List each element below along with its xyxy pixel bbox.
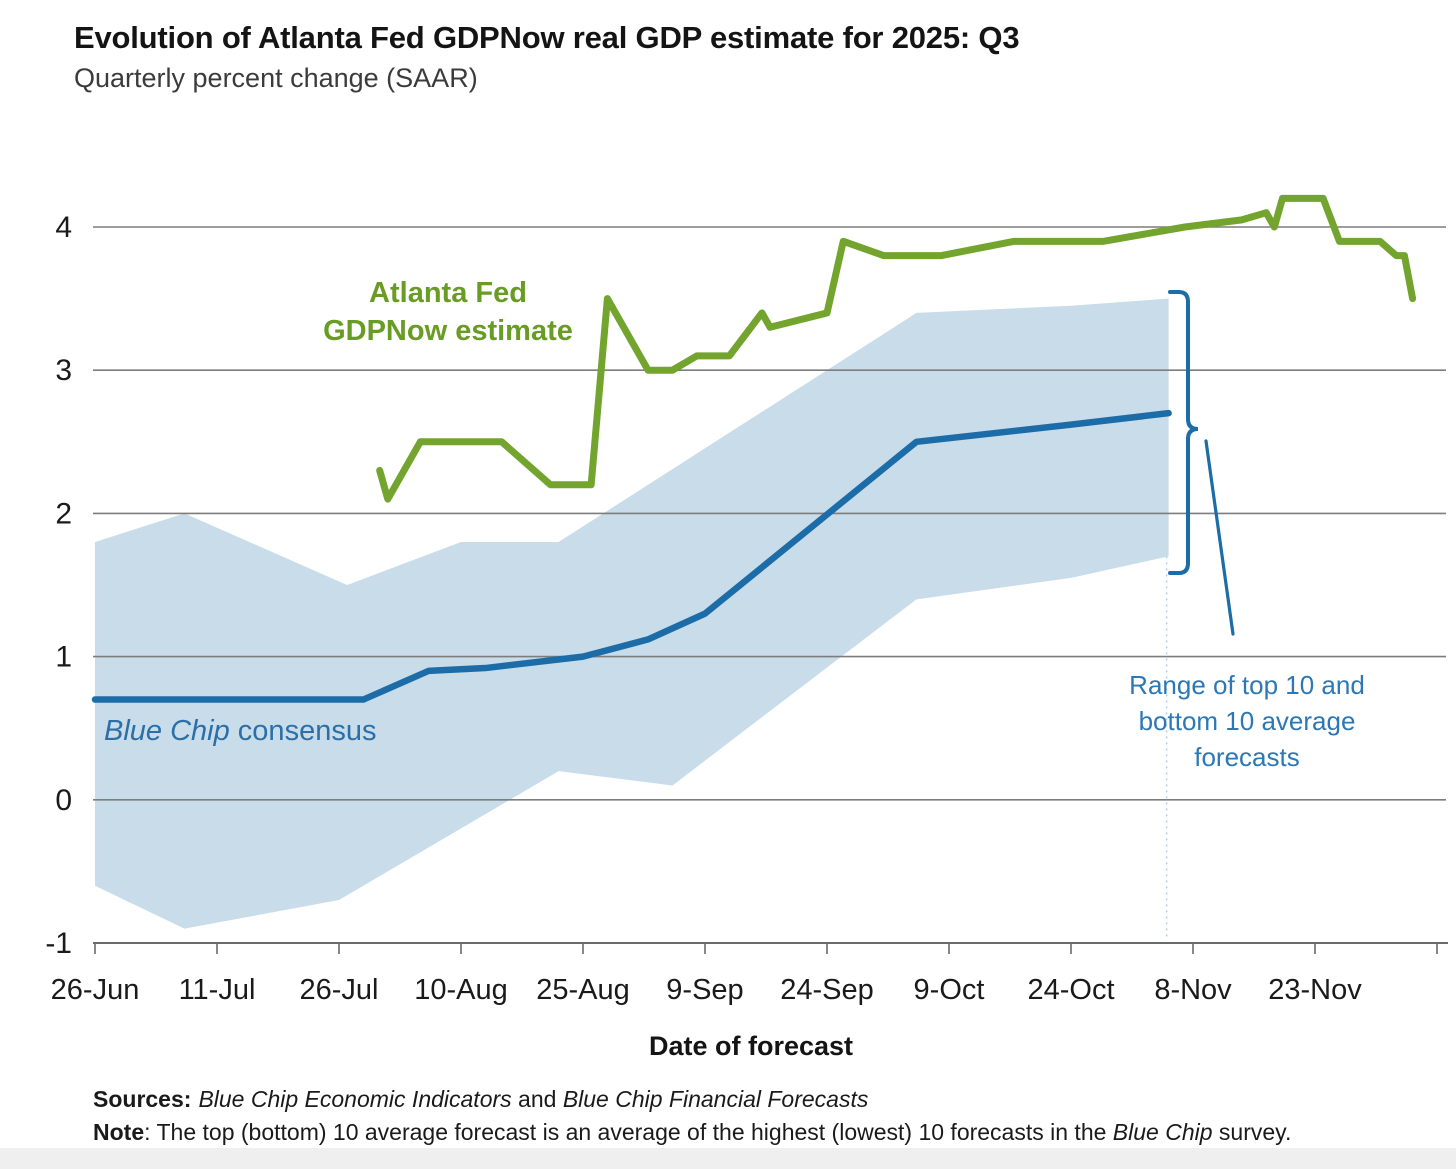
consensus-series-label: Blue Chip consensus (104, 715, 376, 748)
x-tick-label: 9-Oct (914, 974, 985, 1006)
y-tick-label: 4 (55, 211, 72, 244)
x-tick-label: 24-Oct (1027, 974, 1114, 1006)
y-tick-label: -1 (45, 927, 72, 960)
range-pointer-line (1204, 439, 1235, 636)
x-tick-label: 25-Aug (536, 974, 630, 1006)
x-tick-label: 26-Jun (51, 974, 140, 1006)
x-tick-label: 11-Jul (179, 974, 256, 1006)
x-tick-label: 10-Aug (414, 974, 508, 1006)
consensus-line (91, 409, 1172, 703)
range-annotation-line1: Range of top 10 and (1129, 670, 1365, 700)
y-tick-label: 1 (55, 641, 72, 674)
gdpnow-line (376, 194, 1417, 503)
sources-italic-1: Blue Chip Economic Indicators (198, 1086, 512, 1112)
forecast-range-band (95, 298, 1169, 929)
x-tick-label: 9-Sep (666, 974, 743, 1006)
sources-line: Sources: Blue Chip Economic Indicators an… (93, 1086, 868, 1113)
gdpnow-series-label-line1: Atlanta Fed (369, 277, 527, 309)
sources-italic-2: Blue Chip Financial Forecasts (562, 1086, 869, 1112)
consensus-label-italic: Blue Chip (104, 715, 230, 747)
consensus-label-rest: consensus (229, 715, 377, 747)
y-tick-label: 3 (55, 354, 72, 387)
chart-title: Evolution of Atlanta Fed GDPNow real GDP… (74, 20, 1020, 55)
x-tick-label: 24-Sep (780, 974, 874, 1006)
x-axis-title: Date of forecast (648, 1031, 854, 1061)
x-tick-label: 26-Jul (300, 974, 379, 1006)
note-pre: : The top (bottom) 10 average forecast i… (144, 1119, 1113, 1145)
sources-label: Sources: (93, 1086, 192, 1112)
note-italic: Blue Chip (1112, 1119, 1213, 1145)
y-tick-label: 2 (55, 497, 72, 530)
range-annotation-line2: bottom 10 average (1138, 706, 1356, 736)
note-label: Note (93, 1119, 145, 1145)
note-line: Note: The top (bottom) 10 average foreca… (93, 1119, 1291, 1146)
chart-subtitle: Quarterly percent change (SAAR) (74, 63, 478, 93)
note-post: survey. (1212, 1119, 1292, 1145)
range-annotation: Range of top 10 and bottom 10 average fo… (1096, 667, 1398, 775)
gdpnow-series-label-line2: GDPNow estimate (323, 315, 573, 347)
sources-mid: and (511, 1086, 563, 1112)
bottom-strip (0, 1148, 1456, 1169)
x-tick-label: 23-Nov (1268, 974, 1362, 1006)
range-bracket (1168, 290, 1199, 575)
y-tick-label: 0 (55, 784, 72, 817)
x-tick-label: 8-Nov (1154, 974, 1232, 1006)
gdpnow-series-label: Atlanta Fed GDPNow estimate (298, 274, 598, 350)
range-annotation-line3: forecasts (1194, 742, 1300, 772)
